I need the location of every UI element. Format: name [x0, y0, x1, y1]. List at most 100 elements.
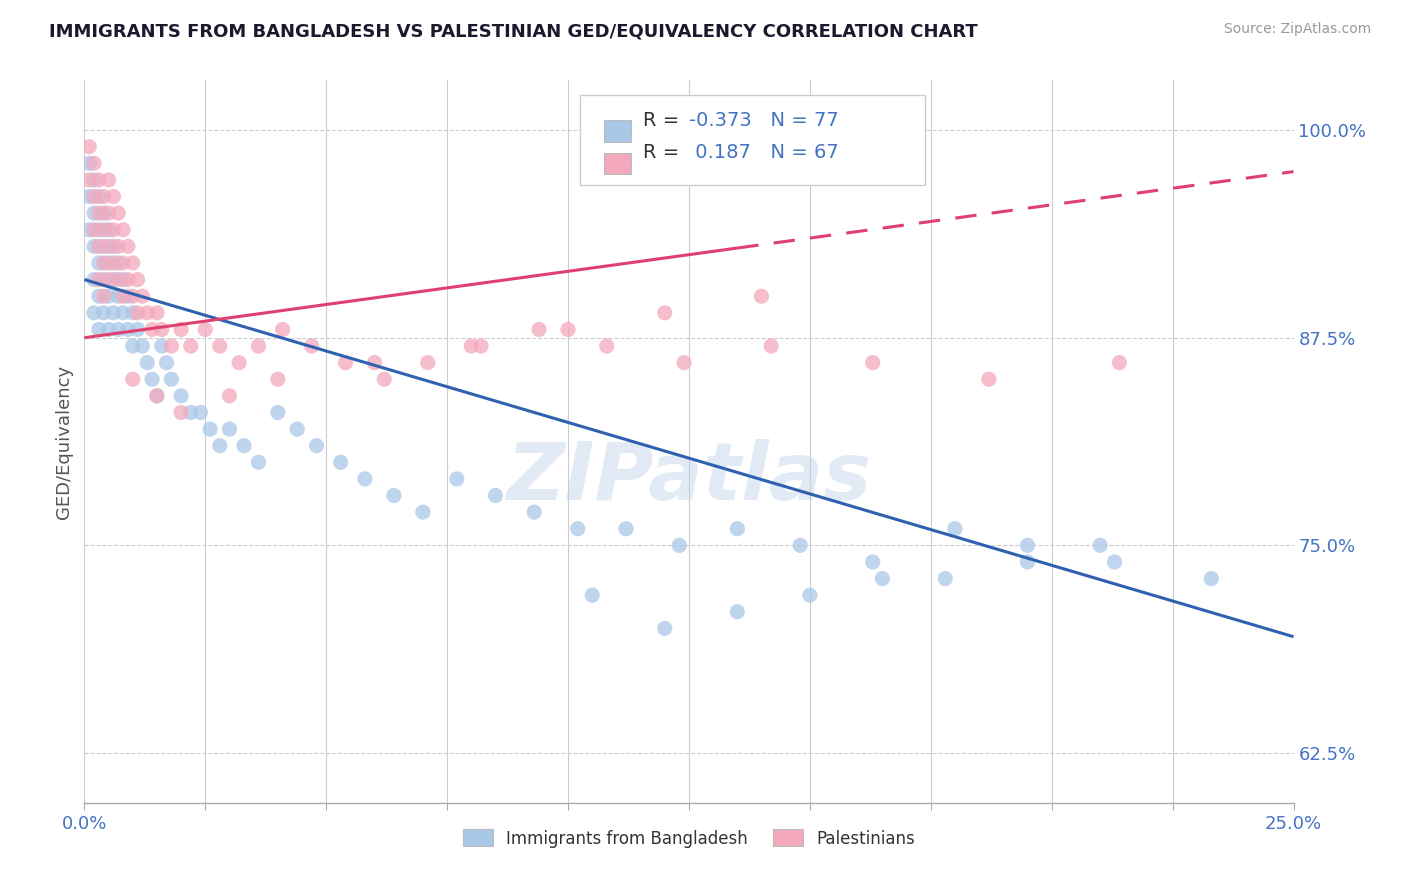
Point [267, 372, 290, 386]
Point [170, 322, 193, 336]
Point [247, 339, 270, 353]
Point [83, 306, 105, 320]
Point [97, 239, 120, 253]
Point [87, 239, 110, 253]
Point [131, 339, 153, 353]
Point [77, 189, 100, 203]
Point [977, 372, 1000, 386]
Point [103, 272, 125, 286]
Point [112, 223, 135, 237]
Point [446, 472, 468, 486]
Point [107, 322, 129, 336]
Point [87, 206, 110, 220]
Text: R =: R = [643, 111, 686, 129]
Point [97, 223, 120, 237]
Point [112, 289, 135, 303]
Point [77, 139, 100, 153]
Text: N = 67: N = 67 [758, 143, 838, 162]
Point [107, 289, 129, 303]
Point [146, 389, 169, 403]
Point [117, 272, 139, 286]
Point [117, 289, 139, 303]
Point [107, 239, 129, 253]
Point [83, 223, 105, 237]
Point [460, 339, 482, 353]
Point [150, 322, 173, 336]
Point [136, 356, 159, 370]
Text: R =: R = [643, 143, 686, 162]
Point [87, 189, 110, 203]
Point [93, 256, 115, 270]
Point [107, 256, 129, 270]
Point [112, 256, 135, 270]
Point [862, 555, 884, 569]
Point [581, 588, 603, 602]
Point [127, 306, 149, 320]
Point [751, 289, 773, 303]
Point [150, 339, 173, 353]
Point [218, 422, 240, 436]
Point [596, 339, 619, 353]
Point [112, 272, 135, 286]
Point [862, 356, 884, 370]
Point [654, 306, 676, 320]
Point [107, 272, 129, 286]
Point [416, 356, 439, 370]
Point [87, 256, 110, 270]
Point [335, 356, 357, 370]
Point [267, 405, 290, 419]
Point [103, 223, 125, 237]
Point [1017, 538, 1039, 552]
Point [1017, 555, 1039, 569]
Point [654, 621, 676, 635]
Text: ZIPatlas: ZIPatlas [506, 439, 872, 516]
Point [1201, 572, 1223, 586]
Point [103, 239, 125, 253]
Point [872, 572, 894, 586]
Point [127, 322, 149, 336]
Point [103, 306, 125, 320]
Text: 0.187: 0.187 [689, 143, 751, 162]
FancyBboxPatch shape [581, 95, 925, 185]
Point [233, 439, 256, 453]
Point [329, 455, 352, 469]
Point [127, 272, 149, 286]
Text: -0.373: -0.373 [689, 111, 752, 129]
Point [121, 306, 143, 320]
Point [1088, 538, 1111, 552]
Point [93, 189, 115, 203]
Point [527, 322, 550, 336]
Point [1108, 356, 1130, 370]
Point [87, 272, 110, 286]
Point [218, 389, 240, 403]
Point [194, 322, 217, 336]
Point [412, 505, 434, 519]
Point [121, 372, 143, 386]
Point [799, 588, 821, 602]
Point [180, 339, 202, 353]
Y-axis label: GED/Equivalency: GED/Equivalency [55, 365, 73, 518]
Point [170, 389, 193, 403]
Point [97, 173, 120, 187]
Text: IMMIGRANTS FROM BANGLADESH VS PALESTINIAN GED/EQUIVALENCY CORRELATION CHART: IMMIGRANTS FROM BANGLADESH VS PALESTINIA… [49, 22, 979, 40]
Point [121, 256, 143, 270]
Point [141, 322, 163, 336]
Point [77, 173, 100, 187]
Point [146, 389, 169, 403]
Point [93, 272, 115, 286]
Point [557, 322, 579, 336]
Point [97, 256, 120, 270]
Point [1104, 555, 1126, 569]
Point [271, 322, 294, 336]
Point [83, 272, 105, 286]
Point [673, 356, 696, 370]
Point [155, 356, 177, 370]
Point [567, 522, 589, 536]
Point [87, 322, 110, 336]
Point [77, 223, 100, 237]
Point [228, 356, 250, 370]
Point [93, 206, 115, 220]
Point [725, 522, 748, 536]
FancyBboxPatch shape [605, 120, 631, 142]
Point [382, 489, 405, 503]
